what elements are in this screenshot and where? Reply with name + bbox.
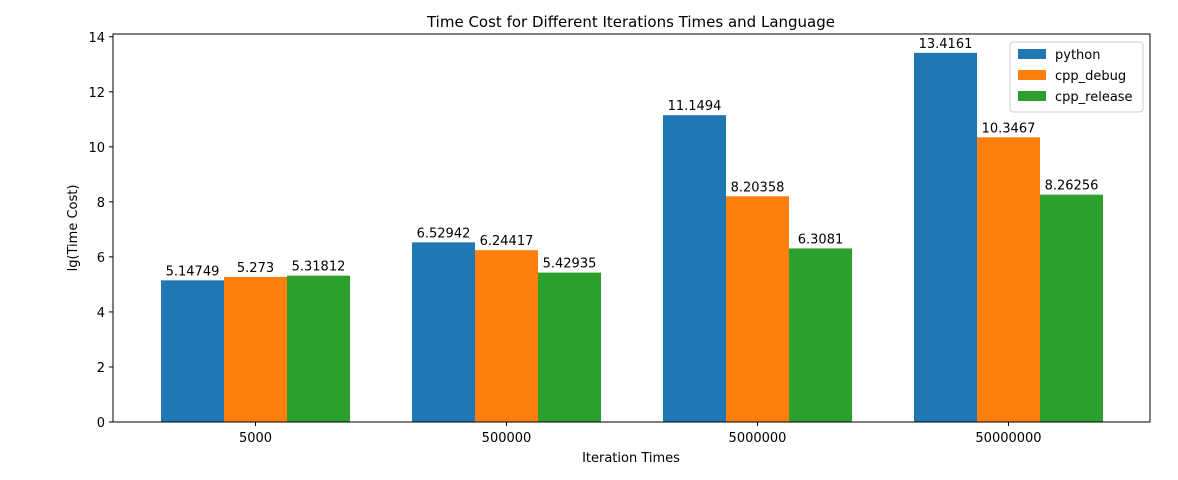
value-label-cpp_release-5000000: 6.3081 bbox=[798, 232, 844, 247]
bar-cpp_release-50000000 bbox=[1040, 194, 1103, 422]
y-tick-label-10: 10 bbox=[88, 141, 105, 156]
bar-cpp_release-5000000 bbox=[789, 248, 852, 422]
bar-python-50000000 bbox=[914, 52, 977, 422]
x-tick-label-500000: 500000 bbox=[482, 431, 532, 446]
y-tick-label-4: 4 bbox=[97, 306, 105, 321]
y-tick-label-12: 12 bbox=[88, 86, 105, 101]
value-label-cpp_debug-5000000: 8.20358 bbox=[731, 180, 785, 195]
bar-python-5000000 bbox=[663, 115, 726, 422]
legend-swatch-cpp_debug bbox=[1018, 70, 1046, 80]
value-label-cpp_release-500000: 5.42935 bbox=[543, 257, 597, 272]
bar-cpp_release-500000 bbox=[538, 272, 601, 422]
bar-cpp_release-5000 bbox=[287, 275, 350, 422]
value-label-cpp_release-5000: 5.31812 bbox=[292, 260, 346, 275]
x-axis-label: Iteration Times bbox=[582, 451, 680, 466]
value-label-cpp_debug-50000000: 10.3467 bbox=[982, 121, 1036, 136]
value-labels-group: 5.14749 6.52942 11.1494 13.4161 5.273 6.24417… bbox=[166, 37, 1099, 280]
x-axis: 5000 500000 5000000 50000000 bbox=[239, 422, 1042, 446]
bar-cpp_debug-5000000 bbox=[726, 196, 789, 422]
y-tick-label-2: 2 bbox=[97, 361, 105, 376]
bars-group bbox=[161, 52, 1103, 422]
bar-cpp_debug-5000 bbox=[224, 276, 287, 422]
plot-frame bbox=[112, 33, 1151, 423]
y-tick-label-0: 0 bbox=[97, 416, 105, 431]
value-label-python-5000: 5.14749 bbox=[166, 264, 220, 279]
y-axis-label: lg(Time Cost) bbox=[66, 185, 81, 272]
chart-title: Time Cost for Different Iterations Times… bbox=[426, 13, 835, 31]
legend-label-cpp_release: cpp_release bbox=[1055, 90, 1133, 105]
legend-swatch-python bbox=[1018, 49, 1046, 59]
bar-cpp_debug-500000 bbox=[475, 250, 538, 422]
y-tick-label-14: 14 bbox=[88, 31, 105, 46]
value-label-cpp_debug-5000: 5.273 bbox=[237, 261, 274, 276]
legend: python cpp_debug cpp_release bbox=[1009, 41, 1144, 113]
x-tick-label-5000: 5000 bbox=[239, 431, 272, 446]
x-tick-label-5000000: 5000000 bbox=[729, 431, 787, 446]
value-label-cpp_debug-500000: 6.24417 bbox=[480, 234, 534, 249]
y-tick-label-6: 6 bbox=[97, 251, 105, 266]
legend-label-python: python bbox=[1055, 48, 1100, 63]
value-label-python-5000000: 11.1494 bbox=[668, 99, 722, 114]
legend-label-cpp_debug: cpp_debug bbox=[1055, 69, 1126, 84]
y-axis: 0 2 4 6 8 10 12 14 bbox=[88, 31, 113, 431]
legend-swatch-cpp_release bbox=[1018, 91, 1046, 101]
bar-python-5000 bbox=[161, 280, 224, 422]
x-tick-label-50000000: 50000000 bbox=[975, 431, 1041, 446]
bar-python-500000 bbox=[412, 242, 475, 422]
y-tick-label-8: 8 bbox=[97, 196, 105, 211]
bar-cpp_debug-50000000 bbox=[977, 137, 1040, 422]
value-label-python-50000000: 13.4161 bbox=[919, 37, 973, 52]
value-label-cpp_release-50000000: 8.26256 bbox=[1045, 179, 1099, 194]
value-label-python-500000: 6.52942 bbox=[417, 226, 471, 241]
